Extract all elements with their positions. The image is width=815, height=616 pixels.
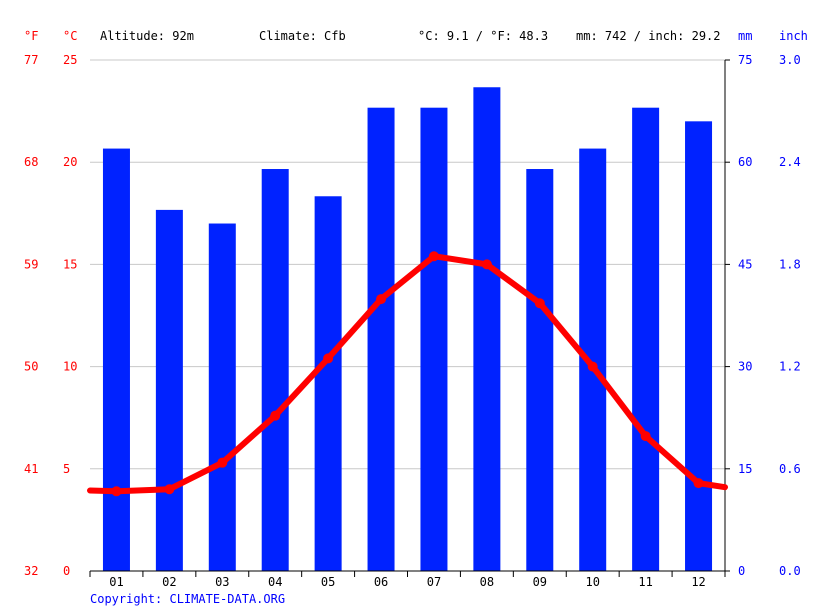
mm-tick-label: 60 [738, 155, 752, 169]
precip-bar [102, 148, 130, 571]
unit-mm-label: mm [738, 29, 752, 43]
tick-labels: 32 0 0 0.0 41 5 15 0.6 50 10 30 1.2 59 15 45 1.8 68 20 60 2… [24, 53, 801, 589]
temperature-point [428, 251, 439, 262]
month-label: 08 [480, 575, 494, 589]
temperature-point [587, 361, 598, 372]
climate-label: Climate: Cfb [259, 29, 346, 43]
f-tick-label: 68 [24, 155, 38, 169]
temperature-point [376, 294, 387, 305]
inch-tick-label: 2.4 [779, 155, 801, 169]
month-label: 03 [215, 575, 229, 589]
unit-inch-label: inch [779, 29, 808, 43]
precip-bar [526, 169, 554, 571]
temperature-point [534, 298, 545, 309]
temperature-point [323, 353, 334, 364]
grid-lines [90, 59, 725, 470]
precip-total-label: mm: 742 / inch: 29.2 [576, 29, 721, 43]
temperature-point [217, 457, 228, 468]
c-tick-label: 10 [63, 360, 77, 374]
month-label: 05 [321, 575, 335, 589]
c-tick-label: 25 [63, 53, 77, 67]
precip-bar [367, 107, 395, 572]
f-tick-label: 32 [24, 564, 38, 578]
f-tick-label: 77 [24, 53, 38, 67]
copyright-text: Copyright: CLIMATE-DATA.ORG [90, 592, 285, 606]
precip-bar [685, 121, 713, 571]
inch-tick-label: 1.2 [779, 360, 801, 374]
month-label: 10 [585, 575, 599, 589]
f-tick-label: 50 [24, 360, 38, 374]
c-tick-label: 15 [63, 257, 77, 271]
precip-bar [473, 87, 501, 572]
temperature-point [481, 259, 492, 270]
inch-tick-label: 1.8 [779, 257, 801, 271]
f-tick-label: 59 [24, 257, 38, 271]
mm-tick-label: 75 [738, 53, 752, 67]
precip-bar [155, 209, 183, 572]
mm-tick-label: 0 [738, 564, 745, 578]
mm-tick-label: 45 [738, 257, 752, 271]
inch-tick-label: 0.6 [779, 462, 801, 476]
month-label: 11 [638, 575, 652, 589]
unit-f-label: °F [24, 29, 38, 43]
c-tick-label: 20 [63, 155, 77, 169]
temperature-point [164, 484, 175, 495]
temperature-polyline [87, 253, 728, 495]
f-tick-label: 41 [24, 462, 38, 476]
mm-tick-label: 15 [738, 462, 752, 476]
month-label: 06 [374, 575, 388, 589]
mm-tick-label: 30 [738, 360, 752, 374]
month-label: 02 [162, 575, 176, 589]
temperature-point [111, 486, 122, 497]
month-label: 12 [691, 575, 705, 589]
month-label: 09 [533, 575, 547, 589]
precip-bar [314, 196, 342, 571]
temperature-point [270, 410, 281, 421]
precip-bar [632, 107, 660, 572]
inch-tick-label: 0.0 [779, 564, 801, 578]
unit-c-label: °C [63, 29, 77, 43]
c-tick-label: 0 [63, 564, 70, 578]
precipitation-bars [102, 87, 713, 572]
month-label: 04 [268, 575, 282, 589]
precip-bar [208, 223, 236, 571]
altitude-label: Altitude: 92m [100, 29, 194, 43]
inch-tick-label: 3.0 [779, 53, 801, 67]
temperature-point [693, 478, 704, 489]
month-label: 01 [109, 575, 123, 589]
precip-bar [420, 107, 448, 572]
c-tick-label: 5 [63, 462, 70, 476]
precip-bar [261, 169, 289, 571]
month-label: 07 [427, 575, 441, 589]
temp-average-label: °C: 9.1 / °F: 48.3 [418, 29, 548, 43]
temperature-line [87, 251, 728, 497]
temperature-point [640, 431, 651, 442]
